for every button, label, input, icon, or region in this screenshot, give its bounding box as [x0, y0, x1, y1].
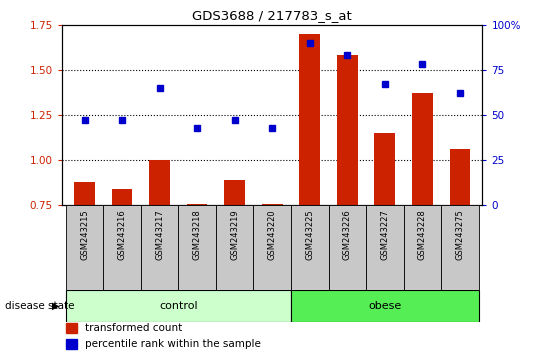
Text: GSM243227: GSM243227 — [381, 210, 389, 260]
Bar — [103, 205, 141, 290]
Bar — [149, 160, 170, 205]
Text: obese: obese — [368, 301, 402, 311]
Text: GSM243219: GSM243219 — [230, 210, 239, 260]
Bar — [328, 205, 366, 290]
Bar — [412, 93, 433, 205]
Text: GSM243215: GSM243215 — [80, 210, 89, 260]
Text: GSM243225: GSM243225 — [305, 210, 314, 260]
Bar — [291, 290, 479, 322]
Bar — [216, 205, 253, 290]
Bar — [66, 324, 77, 333]
Bar — [141, 205, 178, 290]
Text: GSM243216: GSM243216 — [118, 210, 127, 260]
Text: percentile rank within the sample: percentile rank within the sample — [85, 339, 261, 349]
Bar — [74, 182, 95, 205]
Text: GSM243226: GSM243226 — [343, 210, 352, 260]
Text: GSM243217: GSM243217 — [155, 210, 164, 260]
Text: GSM243218: GSM243218 — [192, 210, 202, 260]
Bar — [112, 189, 133, 205]
Text: GSM243220: GSM243220 — [268, 210, 277, 260]
Bar — [262, 204, 282, 205]
Text: GSM243228: GSM243228 — [418, 210, 427, 260]
Bar — [224, 180, 245, 205]
Bar — [66, 339, 77, 349]
Text: disease state: disease state — [5, 301, 75, 311]
Bar — [178, 205, 216, 290]
Bar — [66, 290, 291, 322]
Bar — [404, 205, 441, 290]
Bar — [375, 133, 395, 205]
Text: GSM243275: GSM243275 — [455, 210, 465, 260]
Bar — [366, 205, 404, 290]
Title: GDS3688 / 217783_s_at: GDS3688 / 217783_s_at — [192, 9, 352, 22]
Bar — [291, 205, 328, 290]
Text: control: control — [159, 301, 198, 311]
Bar — [441, 205, 479, 290]
Text: ▶: ▶ — [52, 301, 59, 311]
Bar — [450, 149, 470, 205]
Bar — [253, 205, 291, 290]
Text: transformed count: transformed count — [85, 323, 182, 333]
Bar — [299, 34, 320, 205]
Bar — [187, 204, 208, 205]
Bar — [66, 205, 103, 290]
Bar — [337, 56, 357, 205]
